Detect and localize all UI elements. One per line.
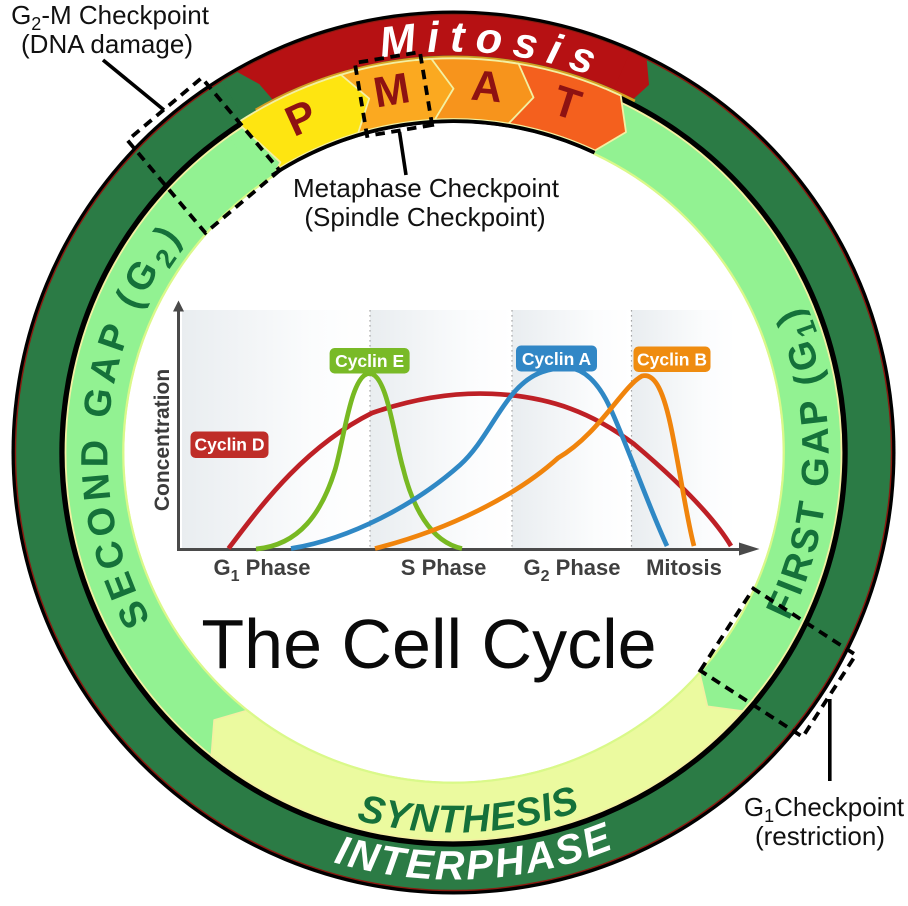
svg-text:Cyclin D: Cyclin D [194, 435, 264, 455]
svg-text:G2-M Checkpoint: G2-M Checkpoint [11, 0, 210, 34]
svg-text:S Phase: S Phase [401, 555, 487, 580]
svg-text:A: A [469, 62, 504, 113]
svg-text:Metaphase Checkpoint: Metaphase Checkpoint [293, 173, 560, 203]
svg-text:M: M [370, 64, 413, 117]
svg-text:G1Checkpoint: G1Checkpoint [744, 792, 905, 826]
svg-text:Mitosis: Mitosis [646, 555, 722, 580]
svg-text:Cyclin E: Cyclin E [335, 351, 404, 371]
svg-text:(Spindle Checkpoint): (Spindle Checkpoint) [304, 202, 545, 232]
svg-text:(DNA damage): (DNA damage) [21, 29, 193, 59]
svg-text:The Cell Cycle: The Cell Cycle [201, 605, 656, 683]
svg-text:Concentration: Concentration [151, 369, 174, 511]
svg-text:Cyclin B: Cyclin B [637, 349, 707, 369]
svg-text:(restriction): (restriction) [755, 821, 885, 851]
svg-text:Cyclin A: Cyclin A [522, 349, 592, 369]
